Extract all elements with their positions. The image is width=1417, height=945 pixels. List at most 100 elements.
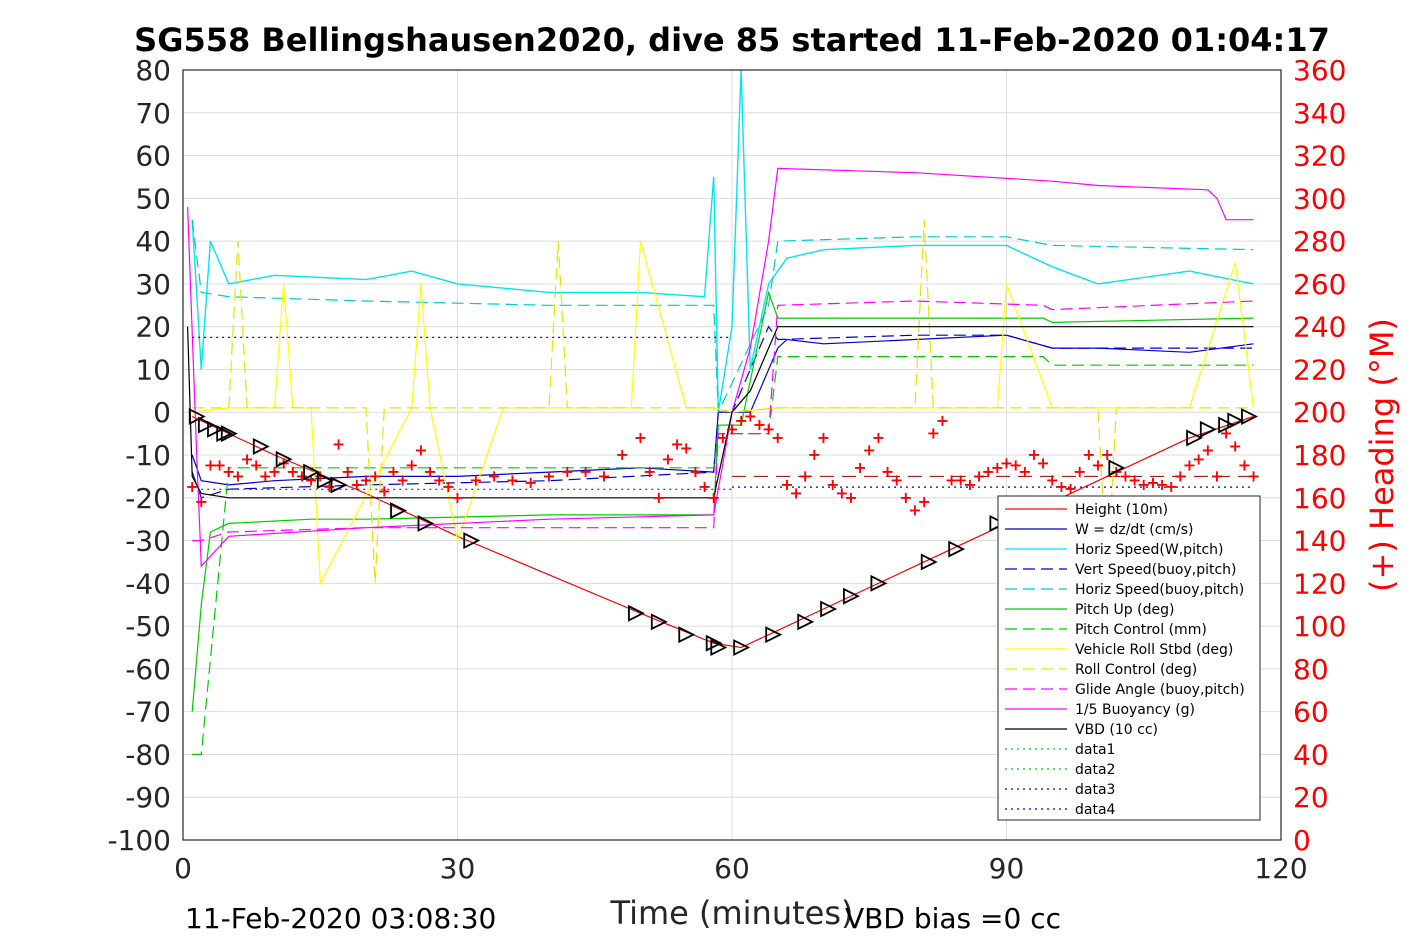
- x-tick-label: 120: [1254, 852, 1307, 885]
- heading-point: +: [295, 466, 308, 485]
- heading-point: +: [1137, 475, 1150, 494]
- legend: Height (10m) W = dz/dt (cm/s) Horiz Speed(…: [997, 495, 1261, 821]
- heading-point: +: [359, 471, 372, 490]
- legend-label-data1: data1: [1075, 742, 1115, 758]
- heading-point: +: [286, 462, 299, 481]
- heading-point: +: [1183, 456, 1196, 475]
- y-tick-label: 70: [135, 97, 171, 130]
- heading-point: +: [835, 484, 848, 503]
- heading-point: +: [195, 492, 208, 511]
- height-marker: [843, 587, 860, 605]
- y-axis-label-right: (+) Heading (°M): [1363, 318, 1401, 592]
- heading-series: +++++++++++++++++++++++++++++++ + + + + + + +++…: [185, 407, 1260, 520]
- height-marker: [920, 553, 938, 571]
- height-marker: [733, 639, 751, 656]
- y-tick-label-right: 280: [1293, 225, 1346, 258]
- heading-point: +: [204, 456, 217, 475]
- heading-point: +: [396, 471, 409, 490]
- y-tick-label-right: 320: [1293, 140, 1346, 173]
- heading-point: +: [423, 462, 436, 481]
- y-tick-label: 10: [135, 353, 171, 386]
- y-tick-label: -80: [125, 738, 171, 771]
- y-tick-label: -60: [125, 653, 171, 686]
- heading-point: +: [872, 428, 885, 447]
- height-marker: [275, 450, 293, 468]
- height-marker: [650, 613, 668, 631]
- legend-label-horiz_buoy: Horiz Speed(buoy,pitch): [1075, 582, 1244, 598]
- heading-point: +: [698, 477, 711, 496]
- y-tick-labels-left: 80 70 60 50 40 30 20 10 0 -10 -20 -30 -40 -50 -60 -70 -8…: [107, 54, 171, 857]
- y-tick-label-right: 220: [1293, 353, 1346, 386]
- heading-point: +: [185, 477, 198, 496]
- height-marker: [303, 463, 321, 481]
- height-marker: [330, 476, 348, 494]
- heading-point: +: [689, 462, 702, 481]
- y-tick-label: 30: [135, 268, 171, 301]
- y-tick-label-right: 340: [1293, 97, 1346, 130]
- height-marker: [1227, 412, 1245, 430]
- heading-point: +: [652, 488, 665, 507]
- y-tick-label-right: 140: [1293, 525, 1346, 558]
- heading-point: +: [1082, 445, 1095, 464]
- y-tick-label-right: 180: [1293, 439, 1346, 472]
- legend-label-w: W = dz/dt (cm/s): [1075, 522, 1194, 538]
- heading-point: +: [661, 449, 674, 468]
- legend-label-glide: Glide Angle (buoy,pitch): [1075, 682, 1245, 698]
- x-tick-labels: 0 30 60 90 120: [174, 852, 1308, 885]
- y-tick-label-right: 20: [1293, 781, 1329, 814]
- heading-point: +: [1064, 479, 1077, 498]
- heading-point: +: [1073, 462, 1086, 481]
- y-tick-label-right: 200: [1293, 396, 1346, 429]
- legend-box: [997, 495, 1261, 821]
- heading-point: +: [798, 466, 811, 485]
- y-tick-label: -30: [125, 525, 171, 558]
- series-vbd: [187, 326, 1254, 499]
- y-tick-label-right: 40: [1293, 738, 1329, 771]
- heading-point: +: [789, 484, 802, 503]
- heading-point: +: [963, 475, 976, 494]
- y-tick-label: -90: [125, 781, 171, 814]
- legend-label-data4: data4: [1075, 802, 1116, 818]
- heading-point: +: [1027, 445, 1040, 464]
- y-tick-label: -70: [125, 696, 171, 729]
- heading-point: +: [487, 466, 500, 485]
- plot-area-frame: [182, 69, 1282, 841]
- heading-point: +: [936, 411, 949, 430]
- height-marker: [207, 420, 225, 438]
- heading-point: +: [442, 477, 455, 496]
- height-marker: [220, 425, 238, 443]
- x-tick-label: 60: [714, 852, 750, 885]
- heading-point: +: [432, 471, 445, 490]
- legend-label-data2: data2: [1075, 762, 1115, 778]
- legend-label-pitch_control: Pitch Control (mm): [1075, 622, 1207, 638]
- series-vert_buoy: [191, 325, 1254, 499]
- heading-point: +: [762, 419, 775, 438]
- heading-point: +: [1174, 466, 1187, 485]
- height-marker: [678, 626, 696, 644]
- heading-point: +: [680, 439, 693, 458]
- heading-point: +: [972, 466, 985, 485]
- heading-point: +: [1036, 454, 1049, 473]
- y-tick-label-right: 60: [1293, 696, 1329, 729]
- x-tick-label: 90: [989, 852, 1025, 885]
- heading-point: +: [927, 424, 940, 443]
- heading-point: +: [231, 466, 244, 485]
- heading-point: +: [954, 471, 967, 490]
- heading-point: +: [826, 475, 839, 494]
- heading-point: +: [304, 471, 317, 490]
- heading-point: +: [259, 466, 272, 485]
- heading-point: +: [1146, 473, 1159, 492]
- footer-vbd-bias: VBD bias =0 cc: [845, 902, 1061, 935]
- heading-point: +: [917, 492, 930, 511]
- heading-point: +: [1000, 454, 1013, 473]
- heading-point: +: [615, 445, 628, 464]
- heading-point: +: [1201, 441, 1214, 460]
- heading-point: +: [844, 488, 857, 507]
- y-tick-label-right: 120: [1293, 567, 1346, 600]
- height-marker: [710, 639, 728, 656]
- heading-point: +: [863, 441, 876, 460]
- y-tick-label: 40: [135, 225, 171, 258]
- x-tick-label: 0: [174, 852, 192, 885]
- y-tick-label: 20: [135, 311, 171, 344]
- legend-label-vbd: VBD (10 cc): [1075, 722, 1158, 738]
